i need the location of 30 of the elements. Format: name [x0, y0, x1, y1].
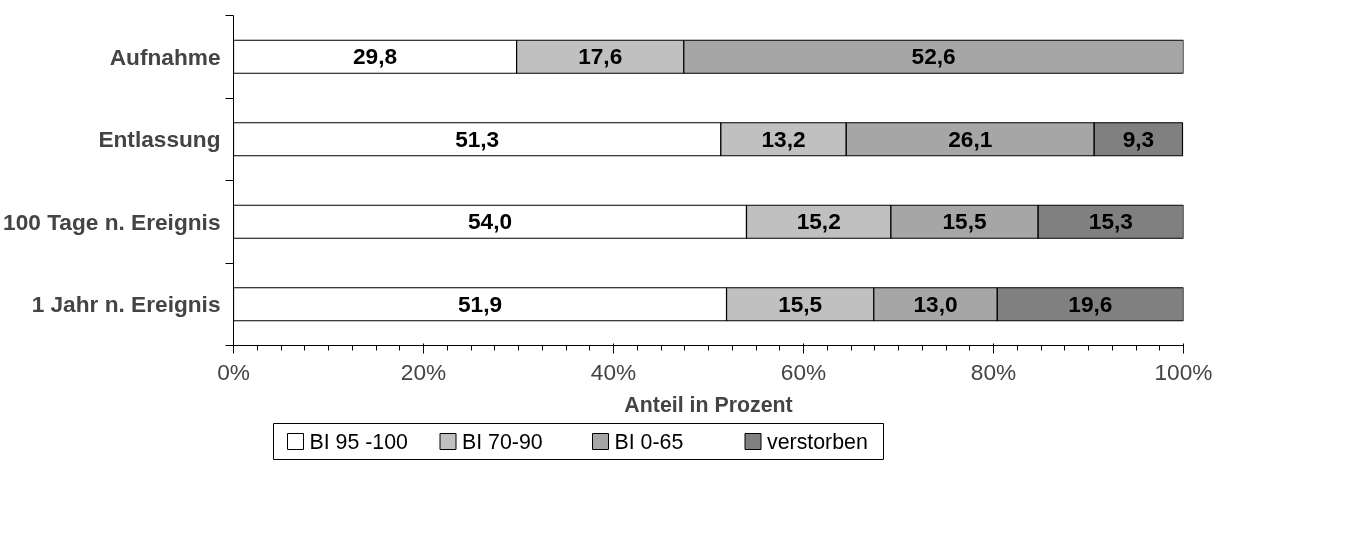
data-label: 51,3 [455, 125, 500, 152]
data-label: 15,3 [1088, 208, 1133, 235]
data-label: 52,6 [911, 43, 956, 70]
data-label: 15,5 [942, 208, 987, 235]
y-tick-label: 1 Jahr n. Ereignis [31, 291, 221, 318]
x-tick-label: 40% [590, 358, 637, 385]
legend-label: BI 70-90 [462, 429, 543, 454]
x-tick-label: 20% [400, 358, 447, 385]
data-label: 13,0 [913, 290, 958, 317]
data-label: 15,5 [778, 290, 823, 317]
legend-label: BI 0-65 [614, 429, 684, 454]
x-tick-label: 100% [1154, 358, 1213, 385]
y-tick-label: 100 Tage n. Ereignis [3, 208, 221, 235]
legend-label: verstorben [767, 429, 868, 454]
x-tick-label: 60% [780, 358, 827, 385]
x-axis-title: Anteil in Prozent [624, 392, 793, 417]
data-label: 26,1 [948, 125, 993, 152]
data-label: 54,0 [467, 208, 513, 235]
x-tick-label: 0% [217, 358, 250, 385]
y-tick-label: Aufnahme [109, 43, 221, 70]
y-tick-label: Entlassung [98, 126, 221, 153]
legend-label: BI 95 -100 [309, 429, 409, 454]
data-label: 15,2 [796, 208, 841, 235]
data-label: 13,2 [761, 125, 806, 152]
data-label: 29,8 [353, 43, 398, 70]
data-label: 19,6 [1068, 290, 1113, 317]
data-label: 17,6 [578, 43, 623, 70]
x-tick-label: 80% [970, 358, 1017, 385]
data-label: 9,3 [1122, 125, 1155, 152]
data-label: 51,9 [457, 290, 503, 317]
